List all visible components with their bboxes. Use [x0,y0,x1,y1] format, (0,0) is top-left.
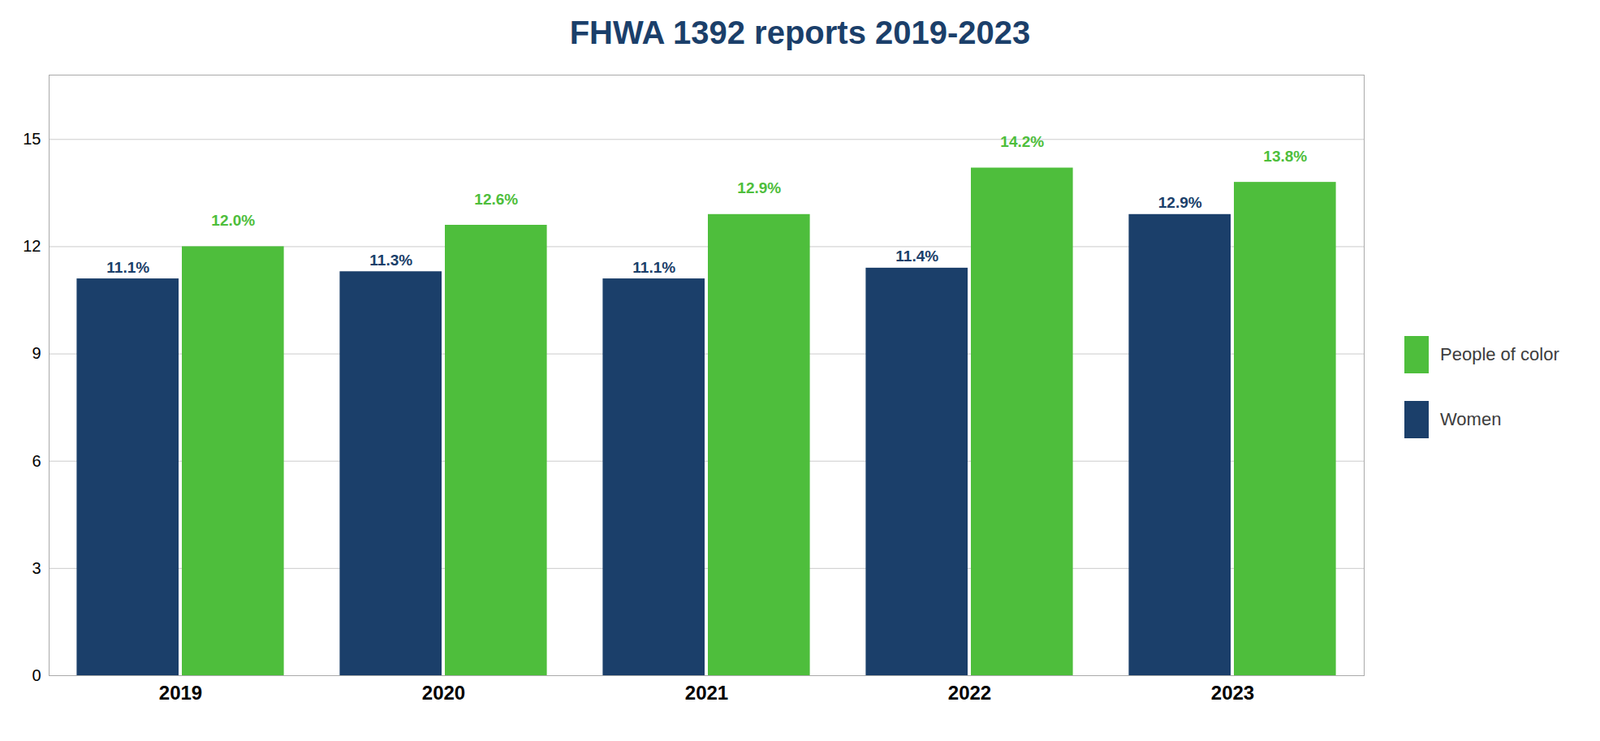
html-text:People of color: People of color [1440,344,1560,365]
svg-text:2023: 2023 [1211,681,1255,704]
svg-text:15: 15 [22,129,41,148]
svg-text:11.1%: 11.1% [632,258,676,277]
svg-text:9: 9 [31,344,41,363]
svg-text:2022: 2022 [948,681,992,704]
svg-text:12.9%: 12.9% [1158,194,1203,212]
svg-text:2020: 2020 [422,681,466,704]
html-text:FHWA 1392 reports 2019-2023: FHWA 1392 reports 2019-2023 [569,14,1031,51]
svg-text:0: 0 [31,666,41,685]
svg-text:12: 12 [22,237,41,255]
svg-text:2019: 2019 [159,681,203,704]
svg-text:12.0%: 12.0% [211,211,255,229]
svg-text:11.1%: 11.1% [106,258,150,277]
html-text:Women: Women [1440,409,1502,430]
svg-text:14.2%: 14.2% [1000,133,1044,151]
svg-text:3: 3 [31,559,41,578]
svg-text:12.9%: 12.9% [737,179,781,197]
svg-text:12.6%: 12.6% [474,190,518,208]
svg-text:2021: 2021 [685,681,729,704]
svg-text:11.4%: 11.4% [895,247,939,265]
svg-text:6: 6 [31,452,41,471]
svg-text:11.3%: 11.3% [369,251,413,269]
svg-text:13.8%: 13.8% [1263,147,1307,165]
